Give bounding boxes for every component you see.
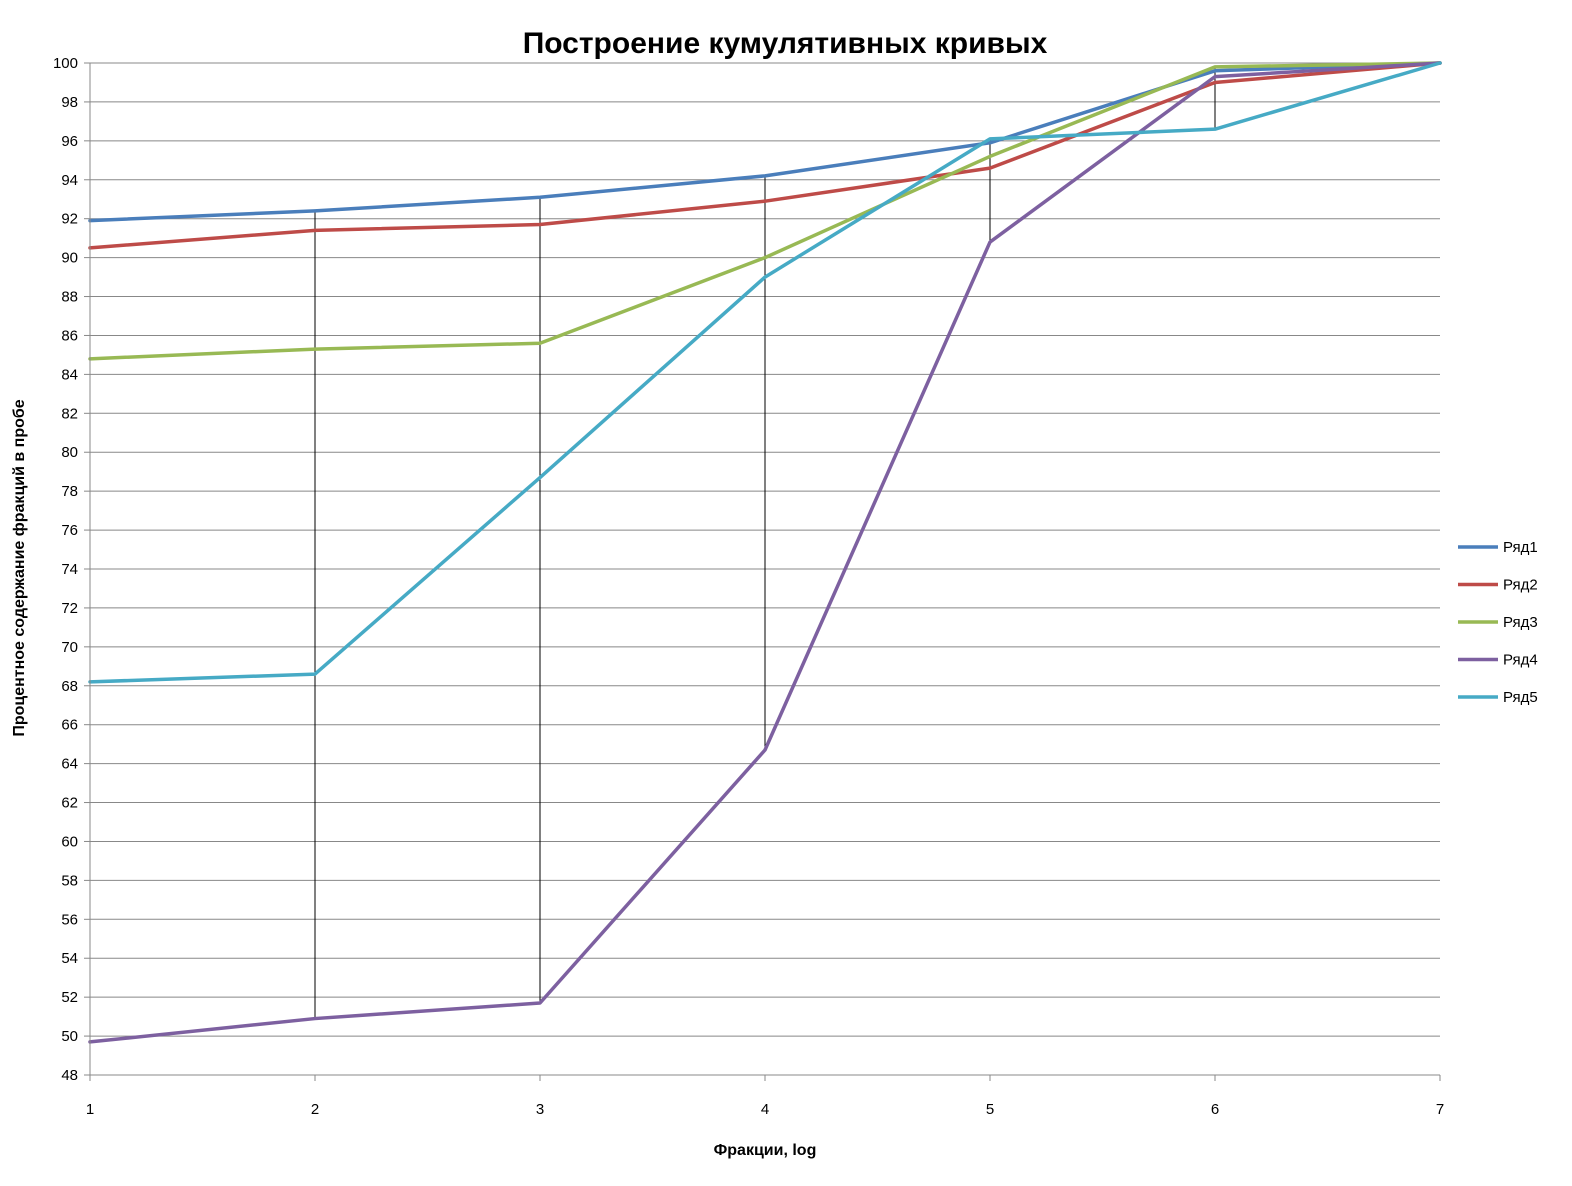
y-tick-label: 70 xyxy=(61,639,78,656)
y-tick-label: 58 xyxy=(61,872,78,889)
y-tick-label: 88 xyxy=(61,289,78,306)
legend-label: Ряд1 xyxy=(1503,539,1538,556)
y-tick-label: 100 xyxy=(53,55,78,72)
y-tick-label: 60 xyxy=(61,833,78,850)
y-tick-label: 62 xyxy=(61,795,78,812)
x-axis-title: Фракции, log xyxy=(714,1142,817,1159)
y-tick-label: 94 xyxy=(61,172,78,189)
y-tick-label: 82 xyxy=(61,405,78,422)
chart-title: Построение кумулятивных кривых xyxy=(523,27,1048,60)
y-tick-label: 50 xyxy=(61,1028,78,1045)
legend-label: Ряд3 xyxy=(1503,614,1538,631)
y-tick-label: 86 xyxy=(61,327,78,344)
y-tick-label: 48 xyxy=(61,1067,78,1084)
x-tick-label: 6 xyxy=(1211,1101,1219,1118)
y-tick-label: 84 xyxy=(61,366,78,383)
y-tick-label: 90 xyxy=(61,250,78,267)
y-tick-label: 68 xyxy=(61,678,78,695)
y-tick-label: 76 xyxy=(61,522,78,539)
x-tick-label: 3 xyxy=(536,1101,544,1118)
y-tick-label: 92 xyxy=(61,211,78,228)
y-tick-label: 98 xyxy=(61,94,78,111)
y-tick-label: 64 xyxy=(61,756,78,773)
y-tick-label: 96 xyxy=(61,133,78,150)
legend: Ряд1 Ряд2 Ряд3 Ряд4 Ряд5 xyxy=(1458,539,1538,706)
x-tick-label: 2 xyxy=(311,1101,319,1118)
x-tick-labels: 1 2 3 4 5 6 7 xyxy=(86,1101,1444,1118)
y-axis-title: Процентное содержание фракций в пробе xyxy=(11,399,28,736)
y-tick-label: 54 xyxy=(61,950,78,967)
series-line-1 xyxy=(88,61,1442,223)
axes xyxy=(84,62,1441,1081)
y-tick-label: 74 xyxy=(61,561,78,578)
y-tick-label: 52 xyxy=(61,989,78,1006)
y-tick-labels: 48 50 52 54 56 58 60 62 64 66 68 70 72 74 76 78 80 82 84 86… xyxy=(53,55,78,1084)
series-line-3 xyxy=(88,61,1442,361)
y-tick-label: 78 xyxy=(61,483,78,500)
y-tick-label: 56 xyxy=(61,911,78,928)
series-line-5 xyxy=(88,61,1442,684)
x-tick-label: 5 xyxy=(986,1101,994,1118)
y-tick-label: 72 xyxy=(61,600,78,617)
x-tick-label: 7 xyxy=(1436,1101,1444,1118)
x-tick-label: 4 xyxy=(761,1101,769,1118)
y-tick-label: 80 xyxy=(61,444,78,461)
legend-label: Ряд5 xyxy=(1503,689,1538,706)
legend-label: Ряд2 xyxy=(1503,577,1538,594)
legend-label: Ряд4 xyxy=(1503,652,1538,669)
series-line-4 xyxy=(88,61,1442,1044)
series-lines xyxy=(88,61,1442,1044)
y-tick-label: 66 xyxy=(61,717,78,734)
x-tick-label: 1 xyxy=(86,1101,94,1118)
series-line-2 xyxy=(88,61,1442,250)
